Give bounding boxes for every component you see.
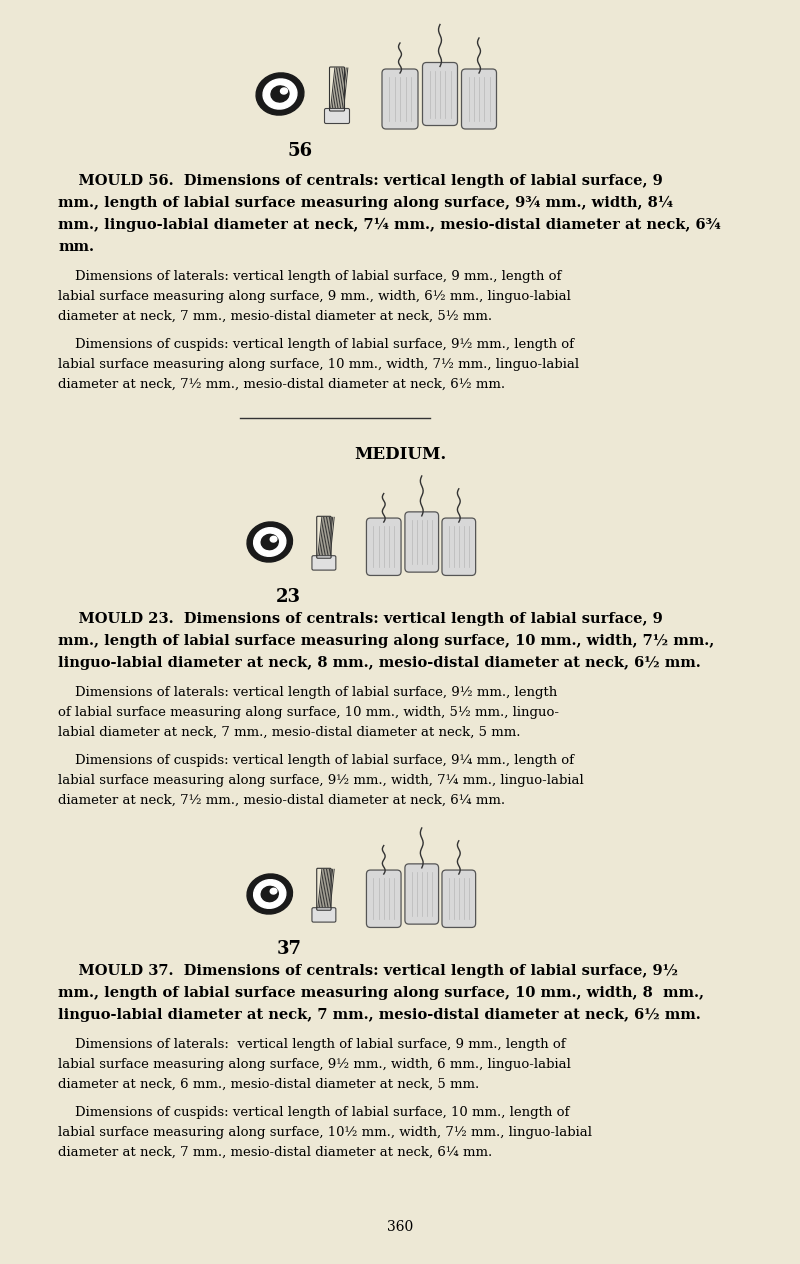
FancyBboxPatch shape	[366, 518, 401, 575]
FancyBboxPatch shape	[442, 870, 476, 928]
Text: labial surface measuring along surface, 9 mm., width, 6½ mm., linguo-labial: labial surface measuring along surface, …	[58, 289, 571, 303]
Ellipse shape	[270, 536, 277, 542]
Text: 56: 56	[287, 142, 313, 161]
FancyBboxPatch shape	[312, 556, 336, 570]
Text: Dimensions of cuspids: vertical length of labial surface, 9¼ mm., length of: Dimensions of cuspids: vertical length o…	[58, 755, 574, 767]
Text: mm., length of labial surface measuring along surface, 9¾ mm., width, 8¼: mm., length of labial surface measuring …	[58, 196, 673, 210]
Ellipse shape	[247, 873, 293, 914]
FancyBboxPatch shape	[382, 70, 418, 129]
Ellipse shape	[254, 880, 286, 909]
Text: labial surface measuring along surface, 9½ mm., width, 7¼ mm., linguo-labial: labial surface measuring along surface, …	[58, 774, 584, 787]
FancyBboxPatch shape	[422, 62, 458, 125]
Text: labial surface measuring along surface, 9½ mm., width, 6 mm., linguo-labial: labial surface measuring along surface, …	[58, 1058, 571, 1071]
FancyBboxPatch shape	[366, 870, 401, 928]
Text: mm., length of labial surface measuring along surface, 10 mm., width, 7½ mm.,: mm., length of labial surface measuring …	[58, 635, 714, 648]
Text: 37: 37	[276, 939, 302, 958]
Text: of labial surface measuring along surface, 10 mm., width, 5½ mm., linguo-: of labial surface measuring along surfac…	[58, 707, 559, 719]
Ellipse shape	[263, 78, 297, 109]
Ellipse shape	[281, 88, 287, 94]
Text: Dimensions of laterals: vertical length of labial surface, 9 mm., length of: Dimensions of laterals: vertical length …	[58, 270, 562, 283]
FancyBboxPatch shape	[405, 863, 438, 924]
Text: linguo-labial diameter at neck, 8 mm., mesio-distal diameter at neck, 6½ mm.: linguo-labial diameter at neck, 8 mm., m…	[58, 656, 701, 670]
FancyBboxPatch shape	[405, 512, 438, 573]
Text: diameter at neck, 7½ mm., mesio-distal diameter at neck, 6½ mm.: diameter at neck, 7½ mm., mesio-distal d…	[58, 378, 505, 391]
Text: MOULD 56.  Dimensions of centrals: vertical length of labial surface, 9: MOULD 56. Dimensions of centrals: vertic…	[58, 174, 662, 188]
Text: mm., length of labial surface measuring along surface, 10 mm., width, 8  mm.,: mm., length of labial surface measuring …	[58, 986, 704, 1000]
Ellipse shape	[262, 886, 278, 901]
Text: MOULD 37.  Dimensions of centrals: vertical length of labial surface, 9½: MOULD 37. Dimensions of centrals: vertic…	[58, 964, 678, 978]
Text: Dimensions of cuspids: vertical length of labial surface, 10 mm., length of: Dimensions of cuspids: vertical length o…	[58, 1106, 570, 1119]
FancyBboxPatch shape	[312, 908, 336, 923]
Ellipse shape	[254, 527, 286, 556]
Ellipse shape	[256, 73, 304, 115]
Text: mm.: mm.	[58, 240, 94, 254]
Text: labial diameter at neck, 7 mm., mesio-distal diameter at neck, 5 mm.: labial diameter at neck, 7 mm., mesio-di…	[58, 726, 521, 739]
FancyBboxPatch shape	[462, 70, 497, 129]
Text: 360: 360	[387, 1220, 413, 1234]
Ellipse shape	[270, 889, 277, 894]
Ellipse shape	[247, 522, 293, 562]
Ellipse shape	[271, 86, 289, 102]
FancyBboxPatch shape	[442, 518, 476, 575]
Text: diameter at neck, 7 mm., mesio-distal diameter at neck, 6¼ mm.: diameter at neck, 7 mm., mesio-distal di…	[58, 1146, 492, 1159]
Text: diameter at neck, 7 mm., mesio-distal diameter at neck, 5½ mm.: diameter at neck, 7 mm., mesio-distal di…	[58, 310, 492, 324]
Text: MEDIUM.: MEDIUM.	[354, 446, 446, 463]
Text: linguo-labial diameter at neck, 7 mm., mesio-distal diameter at neck, 6½ mm.: linguo-labial diameter at neck, 7 mm., m…	[58, 1007, 701, 1023]
Text: labial surface measuring along surface, 10 mm., width, 7½ mm., linguo-labial: labial surface measuring along surface, …	[58, 358, 579, 372]
Text: labial surface measuring along surface, 10½ mm., width, 7½ mm., linguo-labial: labial surface measuring along surface, …	[58, 1126, 592, 1139]
Text: Dimensions of cuspids: vertical length of labial surface, 9½ mm., length of: Dimensions of cuspids: vertical length o…	[58, 337, 574, 351]
Text: 23: 23	[276, 588, 302, 605]
Ellipse shape	[262, 535, 278, 550]
Text: diameter at neck, 7½ mm., mesio-distal diameter at neck, 6¼ mm.: diameter at neck, 7½ mm., mesio-distal d…	[58, 794, 505, 806]
Text: mm., linguo-labial diameter at neck, 7¼ mm., mesio-distal diameter at neck, 6¾: mm., linguo-labial diameter at neck, 7¼ …	[58, 217, 721, 233]
FancyBboxPatch shape	[325, 109, 350, 124]
Text: Dimensions of laterals:  vertical length of labial surface, 9 mm., length of: Dimensions of laterals: vertical length …	[58, 1038, 566, 1050]
Text: diameter at neck, 6 mm., mesio-distal diameter at neck, 5 mm.: diameter at neck, 6 mm., mesio-distal di…	[58, 1078, 479, 1091]
Text: MOULD 23.  Dimensions of centrals: vertical length of labial surface, 9: MOULD 23. Dimensions of centrals: vertic…	[58, 612, 662, 626]
Text: Dimensions of laterals: vertical length of labial surface, 9½ mm., length: Dimensions of laterals: vertical length …	[58, 686, 558, 699]
